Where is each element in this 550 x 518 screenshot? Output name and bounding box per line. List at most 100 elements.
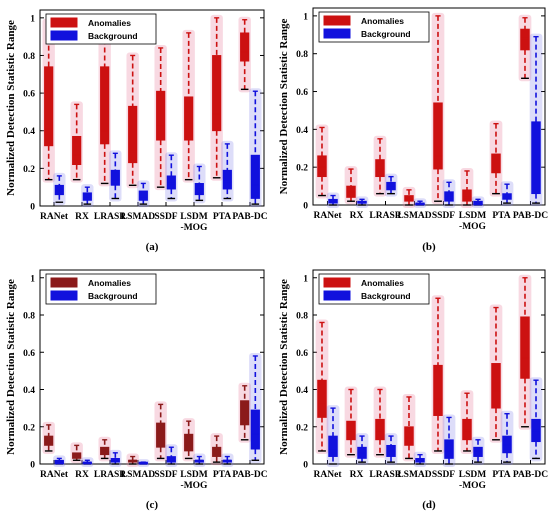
- background-box-2: [355, 433, 369, 466]
- x-tick-label: PAB-DC: [232, 212, 267, 222]
- x-tick-label: LRASR: [94, 212, 126, 222]
- y-tick-label: 0: [30, 461, 35, 471]
- y-tick-label: 0.4: [296, 386, 308, 396]
- iqr-box: [156, 90, 166, 141]
- legend-label-2: Background: [361, 29, 411, 39]
- background-box-7: [221, 140, 234, 202]
- background-box-4: [137, 459, 150, 467]
- anomalies-box-8: [518, 14, 532, 82]
- x-tick-line: PAB-DC: [513, 211, 548, 221]
- y-tick-label: 1: [30, 14, 35, 24]
- background-box-5: [165, 444, 178, 467]
- iqr-box: [110, 169, 120, 186]
- anomalies-box-8: [238, 382, 251, 443]
- x-tick-label: PTA: [492, 211, 510, 221]
- x-tick-label: LRASR: [369, 211, 401, 221]
- background-box-3: [384, 173, 398, 197]
- y-tick-label: 0.6: [23, 349, 35, 359]
- y-tick-label: 0.4: [23, 127, 35, 137]
- anomalies-box-6: [182, 29, 195, 183]
- anomalies-box-1: [42, 18, 55, 183]
- y-axis-label: Normalized Detection Statistic Range: [5, 20, 17, 196]
- x-tick-label: RANet: [314, 211, 343, 221]
- y-axis-label: Normalized Detection Statistic Range: [5, 279, 17, 455]
- y-axis-label: Normalized Detection Statistic Range: [278, 279, 290, 455]
- x-tick-label: RANet: [314, 470, 343, 480]
- anomalies-box-6: [460, 167, 474, 208]
- anomalies-box-5: [154, 44, 167, 191]
- x-tick-label: PTA: [213, 470, 231, 480]
- x-tick-line: -MOG: [459, 481, 487, 491]
- iqr-box: [444, 191, 454, 202]
- iqr-box: [444, 439, 454, 459]
- x-tick-label: LSMAD: [397, 211, 431, 221]
- panel-label: (b): [422, 241, 436, 253]
- anomalies-box-6: [182, 418, 195, 462]
- anomalies-box-7: [489, 120, 503, 197]
- iqr-box: [128, 105, 138, 164]
- iqr-box: [72, 452, 82, 459]
- iqr-box: [250, 409, 260, 450]
- legend-label-2: Background: [361, 291, 411, 301]
- anomalies-box-2: [344, 166, 358, 205]
- background-box-4: [137, 180, 150, 208]
- background-box-2: [81, 457, 94, 467]
- anomalies-box-1: [315, 124, 329, 199]
- x-tick-line: PTA: [213, 470, 231, 480]
- x-tick-line: SSDF: [154, 212, 177, 222]
- background-box-3: [109, 449, 122, 467]
- x-tick-line: LSDM: [459, 470, 486, 480]
- anomalies-box-2: [70, 442, 83, 464]
- x-tick-label: LSDM -MOG: [459, 470, 487, 491]
- y-tick-label: 0: [303, 461, 308, 471]
- background-box-7: [500, 181, 514, 207]
- x-tick-label: SSDF: [432, 470, 455, 480]
- x-tick-line: PTA: [213, 212, 231, 222]
- x-tick-line: -MOG: [181, 223, 209, 233]
- x-tick-line: PAB-DC: [232, 212, 267, 222]
- anomalies-box-4: [402, 393, 416, 462]
- x-tick-label: PAB-DC: [513, 470, 548, 480]
- iqr-box: [531, 121, 541, 195]
- background-box-6: [193, 453, 206, 467]
- legend: Anomalies Background: [45, 273, 157, 305]
- iqr-box: [138, 190, 148, 201]
- legend-label-1: Anomalies: [361, 278, 404, 288]
- iqr-box: [473, 446, 483, 457]
- legend-swatch-2: [323, 290, 351, 301]
- background-box-1: [53, 455, 66, 467]
- background-box-6: [471, 436, 485, 466]
- iqr-box: [502, 193, 512, 200]
- x-tick-line: LSMAD: [121, 470, 155, 480]
- x-tick-line: LSDM: [459, 211, 486, 221]
- iqr-box: [240, 400, 250, 426]
- x-tick-label: RX: [350, 470, 364, 480]
- background-box-6: [193, 163, 206, 204]
- x-tick-label: LSMAD: [121, 470, 155, 480]
- x-tick-line: LRASR: [369, 470, 401, 480]
- legend-swatch-1: [50, 277, 78, 288]
- legend: Anomalies Background: [318, 273, 430, 305]
- iqr-box: [462, 189, 472, 202]
- panel-label: (c): [146, 499, 159, 511]
- iqr-box: [100, 66, 110, 145]
- anomalies-box-7: [210, 433, 223, 466]
- anomalies-box-5: [431, 295, 445, 454]
- x-tick-label: RX: [75, 470, 89, 480]
- x-tick-line: LSDM: [180, 212, 207, 222]
- x-tick-label: SSDF: [432, 211, 455, 221]
- anomalies-box-1: [42, 421, 55, 454]
- legend-label-1: Anomalies: [88, 18, 131, 28]
- x-tick-label: RANet: [40, 212, 69, 222]
- background-box-1: [326, 192, 340, 208]
- legend-label-1: Anomalies: [88, 278, 131, 288]
- x-tick-label: RX: [350, 211, 364, 221]
- anomalies-box-8: [518, 274, 532, 430]
- x-tick-line: LSMAD: [121, 212, 155, 222]
- iqr-box: [184, 96, 194, 141]
- legend-swatch-2: [50, 30, 78, 41]
- y-tick-label: 0.4: [296, 126, 308, 136]
- anomalies-box-2: [70, 101, 83, 183]
- background-box-8: [249, 88, 262, 208]
- iqr-box: [250, 154, 260, 199]
